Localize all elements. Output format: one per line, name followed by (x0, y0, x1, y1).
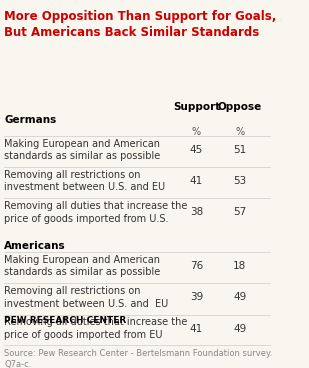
Text: Making European and American
standards as similar as possible: Making European and American standards a… (4, 139, 160, 161)
Text: Americans: Americans (4, 241, 66, 251)
Text: 49: 49 (233, 293, 247, 302)
Text: %: % (235, 127, 244, 138)
Text: Germans: Germans (4, 115, 56, 125)
Text: Removing all duties that increase the
price of goods imported from U.S.: Removing all duties that increase the pr… (4, 201, 188, 224)
Text: Source: Pew Research Center - Bertelsmann Foundation survey.
Q7a-c.: Source: Pew Research Center - Bertelsman… (4, 349, 273, 368)
Text: 51: 51 (233, 145, 247, 155)
Text: 39: 39 (190, 293, 203, 302)
Text: Oppose: Oppose (218, 102, 262, 112)
Text: Removing all restrictions on
investment between U.S. and  EU: Removing all restrictions on investment … (4, 286, 168, 309)
Text: 53: 53 (233, 176, 247, 186)
Text: 41: 41 (190, 324, 203, 334)
Text: Removing all duties that increase the
price of goods imported from EU: Removing all duties that increase the pr… (4, 318, 188, 340)
Text: 57: 57 (233, 208, 247, 217)
Text: %: % (192, 127, 201, 138)
Text: More Opposition Than Support for Goals,
But Americans Back Similar Standards: More Opposition Than Support for Goals, … (4, 10, 277, 39)
Text: 18: 18 (233, 261, 247, 271)
Text: 49: 49 (233, 324, 247, 334)
Text: 41: 41 (190, 176, 203, 186)
Text: Removing all restrictions on
investment between U.S. and EU: Removing all restrictions on investment … (4, 170, 165, 192)
Text: Support: Support (173, 102, 220, 112)
Text: 38: 38 (190, 208, 203, 217)
Text: Making European and American
standards as similar as possible: Making European and American standards a… (4, 255, 160, 277)
Text: 45: 45 (190, 145, 203, 155)
Text: PEW RESEARCH CENTER: PEW RESEARCH CENTER (4, 316, 126, 325)
Text: 76: 76 (190, 261, 203, 271)
